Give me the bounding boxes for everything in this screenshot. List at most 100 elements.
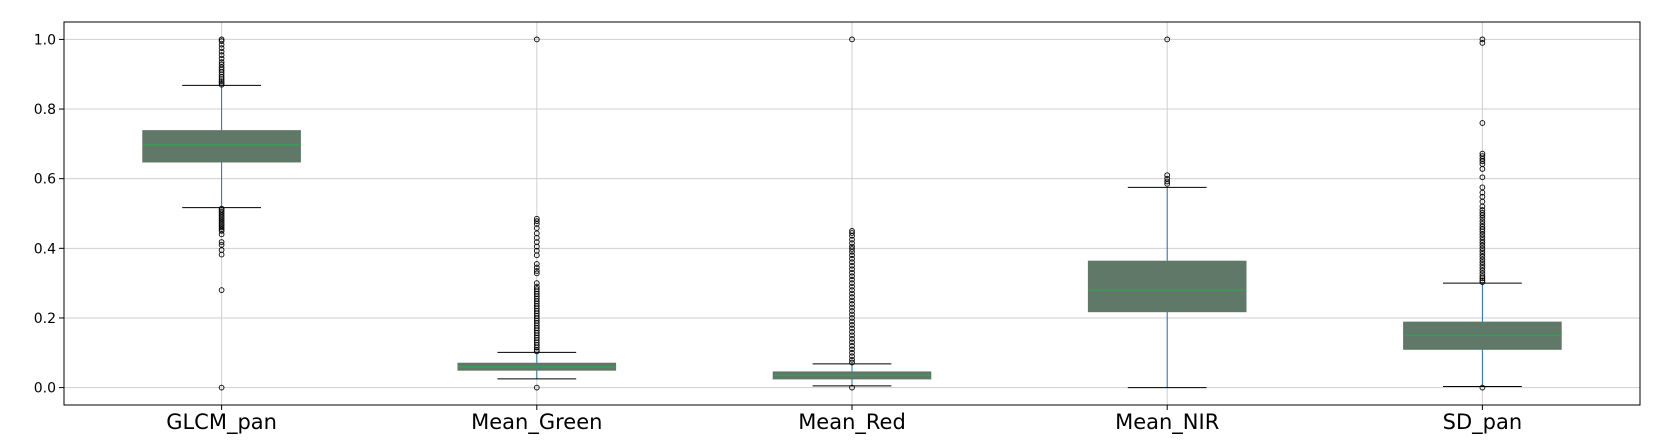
outlier-point [533,264,540,271]
outlier-point [849,346,855,353]
outlier-point [849,349,855,356]
y-tick-label: 0.6 [34,172,56,188]
outlier-point [849,280,855,286]
outlier-point [1479,267,1486,274]
outlier-point [849,359,855,366]
outlier-point [218,80,225,86]
y-tick-label: 0.2 [34,311,56,327]
x-tick-label: SD_pan [1443,410,1523,435]
outlier-point [849,269,855,276]
outlier-point [1479,248,1486,254]
outlier-point [533,280,540,286]
outlier-point [1479,218,1486,225]
outlier-point [1479,277,1486,284]
axis-layer: 0.0 0.2 0.4 0.6 0.8 1.0 GLCM_pan Mean_Green Mean… [34,32,1522,435]
outlier-point [1479,253,1486,260]
x-tick-label: Mean_Green [471,410,602,435]
outlier-point [218,45,225,51]
outlier-point [218,52,225,58]
outlier-point [849,273,855,280]
outlier-point [1164,172,1171,179]
outlier-point [849,315,855,321]
outlier-point [849,339,855,346]
outlier-point [849,283,855,290]
y-tick-label: 1.0 [34,32,56,48]
outlier-point [1479,242,1486,249]
outlier-point [1479,174,1486,181]
outlier-point [533,218,540,225]
outlier-point [849,232,855,239]
outlier-point [849,304,855,311]
outlier-point [218,228,225,234]
outlier-point [218,41,225,48]
box-iqr [1087,260,1247,313]
outlier-point [849,246,855,252]
outlier-point [849,297,855,304]
outlier-point [849,301,855,307]
outlier-point [1164,36,1171,43]
outlier-point [849,384,855,391]
box-mean-nir [1087,36,1247,389]
outlier-point [1479,158,1486,165]
outlier-point [1479,40,1486,46]
outlier-point [218,74,225,80]
outlier-point [849,342,855,349]
outlier-point [533,243,540,250]
outlier-point [218,81,225,88]
outlier-point [849,240,855,246]
outlier-point [1479,237,1486,243]
outlier-point [533,235,540,241]
outlier-point [1479,203,1486,210]
outlier-point [849,287,855,293]
outlier-point [218,239,225,245]
outlier-point [1479,234,1486,241]
outlier-point [849,294,855,300]
outlier-point [218,78,225,85]
x-tick-label: Mean_NIR [1115,410,1219,435]
box-sd-pan [1403,36,1562,391]
outlier-point [533,221,540,227]
outlier-point [849,248,855,255]
outlier-point [533,344,540,351]
box-layer [142,36,1562,391]
outlier-point [849,311,855,318]
outlier-point [849,259,855,266]
outlier-point [849,255,855,262]
outlier-point [849,335,855,342]
box-glcm-pan [142,36,301,391]
x-tick-label: Mean_Red [798,410,906,435]
outlier-point [1479,264,1486,271]
outlier-point [849,356,855,363]
outlier-point [849,252,855,259]
outlier-point [849,230,855,236]
outlier-point [849,266,855,273]
outlier-point [849,36,855,43]
outlier-point [1479,120,1486,126]
outlier-point [849,318,855,325]
outlier-point [1479,275,1486,282]
outlier-point [1479,231,1486,238]
outlier-point [1479,212,1486,219]
outlier-point [218,251,225,258]
outlier-point [849,322,855,328]
outlier-point [1479,262,1486,268]
outlier-point [1479,251,1486,257]
outlier-point [1479,189,1486,196]
y-tick-label: 0.4 [34,241,56,257]
outlier-point [1479,279,1486,285]
outlier-point [849,276,855,283]
outlier-point [849,332,855,339]
outlier-point [533,36,540,43]
outlier-point [1479,239,1486,246]
outlier-point [218,38,225,45]
grid-layer [64,22,1640,405]
box-mean-green [457,36,617,391]
outlier-point [218,287,225,293]
outlier-point [533,268,540,274]
outlier-point [533,252,540,259]
box-iqr [142,130,301,163]
outlier-point [849,308,855,314]
outlier-point [218,384,225,391]
